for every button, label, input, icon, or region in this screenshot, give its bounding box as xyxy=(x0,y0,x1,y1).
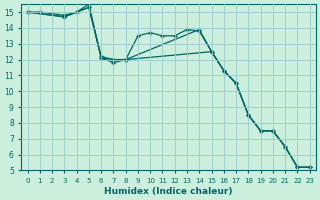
X-axis label: Humidex (Indice chaleur): Humidex (Indice chaleur) xyxy=(104,187,233,196)
